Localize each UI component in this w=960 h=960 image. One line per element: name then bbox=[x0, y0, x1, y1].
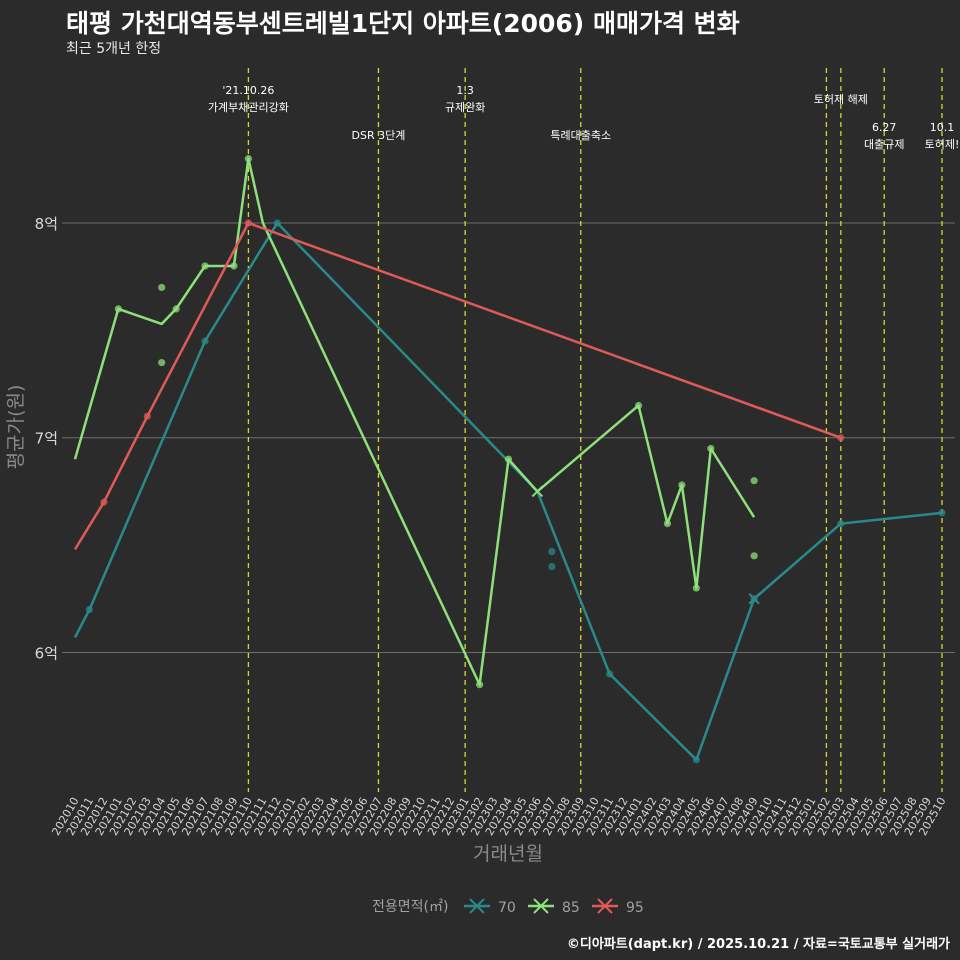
event-label: 대출규제 bbox=[864, 138, 904, 151]
data-point-85 bbox=[750, 477, 758, 485]
data-point-85 bbox=[172, 305, 180, 313]
data-point-70 bbox=[837, 520, 845, 528]
data-point-85 bbox=[634, 401, 643, 410]
data-point-85 bbox=[244, 155, 252, 163]
legend-key-cross-70 bbox=[469, 898, 485, 914]
x-axis-label: 거래년월 bbox=[473, 843, 543, 865]
y-tick-label: 6억 bbox=[35, 644, 58, 662]
data-point-95 bbox=[100, 498, 108, 506]
data-point-85 bbox=[504, 455, 513, 463]
chart-title: 태평 가천대역동부센트레빌1단지 아파트(2006) 매매가격 변화 bbox=[66, 9, 740, 38]
source-caption: ©디아파트(dapt.kr) / 2025.10.21 / 자료=국토교통부 실… bbox=[566, 937, 950, 952]
event-label: 1.3 bbox=[456, 84, 474, 97]
data-point-85 bbox=[663, 520, 672, 528]
event-label: 토허제 해제 bbox=[814, 92, 868, 106]
cross-marker-85 bbox=[531, 485, 544, 498]
data-point-70 bbox=[692, 756, 700, 764]
data-point-85 bbox=[692, 584, 700, 592]
y-tick-label: 7억 bbox=[35, 430, 58, 448]
event-label: 규제완화 bbox=[445, 101, 485, 114]
legend-label-70: 70 bbox=[498, 900, 516, 916]
data-point-70 bbox=[606, 670, 614, 678]
legend-label-85: 85 bbox=[562, 900, 580, 916]
event-label: 토허제! bbox=[925, 138, 960, 151]
legend-title: 전용면적(㎡) bbox=[372, 899, 448, 915]
event-label: 가계부채관리강화 bbox=[208, 101, 289, 114]
data-point-85 bbox=[750, 552, 758, 560]
data-point-85 bbox=[114, 305, 122, 313]
y-tick-label: 8억 bbox=[35, 215, 58, 233]
data-point-70 bbox=[938, 509, 946, 517]
data-point-70 bbox=[201, 337, 209, 345]
data-point-85 bbox=[230, 262, 238, 270]
data-point-70 bbox=[548, 547, 556, 556]
chart-subtitle: 최근 5개년 한정 bbox=[66, 41, 162, 57]
series-line-70 bbox=[73, 221, 943, 762]
series-line-95 bbox=[73, 221, 842, 551]
data-point-70 bbox=[548, 562, 556, 571]
cross-marker-70 bbox=[748, 593, 760, 605]
data-point-95 bbox=[837, 434, 845, 442]
event-label: 6.27 bbox=[872, 121, 897, 134]
event-label: '21.10.26 bbox=[222, 84, 274, 97]
data-point-85 bbox=[476, 681, 484, 689]
data-point-95 bbox=[244, 219, 252, 227]
data-point-85 bbox=[158, 283, 166, 292]
legend-key-cross-85 bbox=[533, 898, 549, 914]
data-point-85 bbox=[201, 262, 209, 270]
event-label: DSR 3단계 bbox=[352, 129, 406, 142]
event-label: 10.1 bbox=[930, 121, 955, 134]
series-line-85 bbox=[73, 157, 756, 686]
legend-key-cross-95 bbox=[597, 898, 613, 914]
data-point-95 bbox=[143, 412, 151, 420]
event-label: 특례대출축소 bbox=[550, 129, 611, 142]
data-point-85 bbox=[707, 444, 715, 453]
y-axis-label: 평균가(원) bbox=[5, 385, 27, 470]
data-point-70 bbox=[273, 219, 281, 227]
legend-label-95: 95 bbox=[626, 900, 644, 916]
data-point-85 bbox=[678, 481, 686, 489]
data-point-70 bbox=[85, 605, 94, 614]
data-point-85 bbox=[158, 358, 166, 367]
